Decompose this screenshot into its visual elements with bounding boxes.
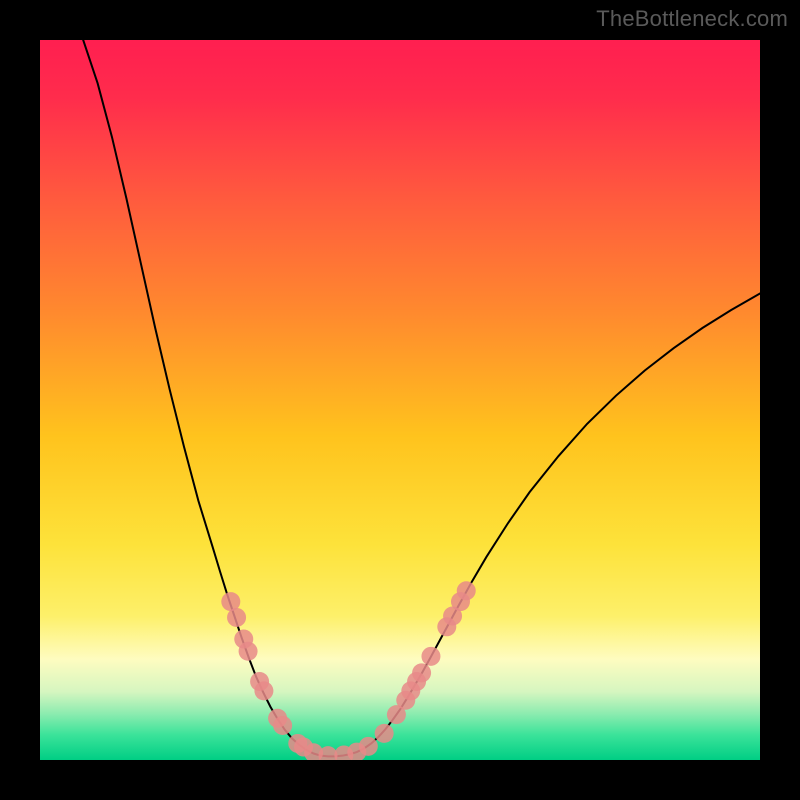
- data-marker: [239, 642, 258, 661]
- data-marker: [412, 663, 431, 682]
- data-marker: [254, 681, 273, 700]
- data-marker: [457, 581, 476, 600]
- bottleneck-curve-chart: [40, 40, 760, 760]
- data-marker: [359, 737, 378, 756]
- plot-area: [40, 40, 760, 760]
- gradient-background: [40, 40, 760, 760]
- data-marker: [375, 724, 394, 743]
- data-marker: [227, 608, 246, 627]
- outer-frame: TheBottleneck.com: [0, 0, 800, 800]
- data-marker: [421, 647, 440, 666]
- watermark-label: TheBottleneck.com: [596, 6, 788, 32]
- data-marker: [273, 716, 292, 735]
